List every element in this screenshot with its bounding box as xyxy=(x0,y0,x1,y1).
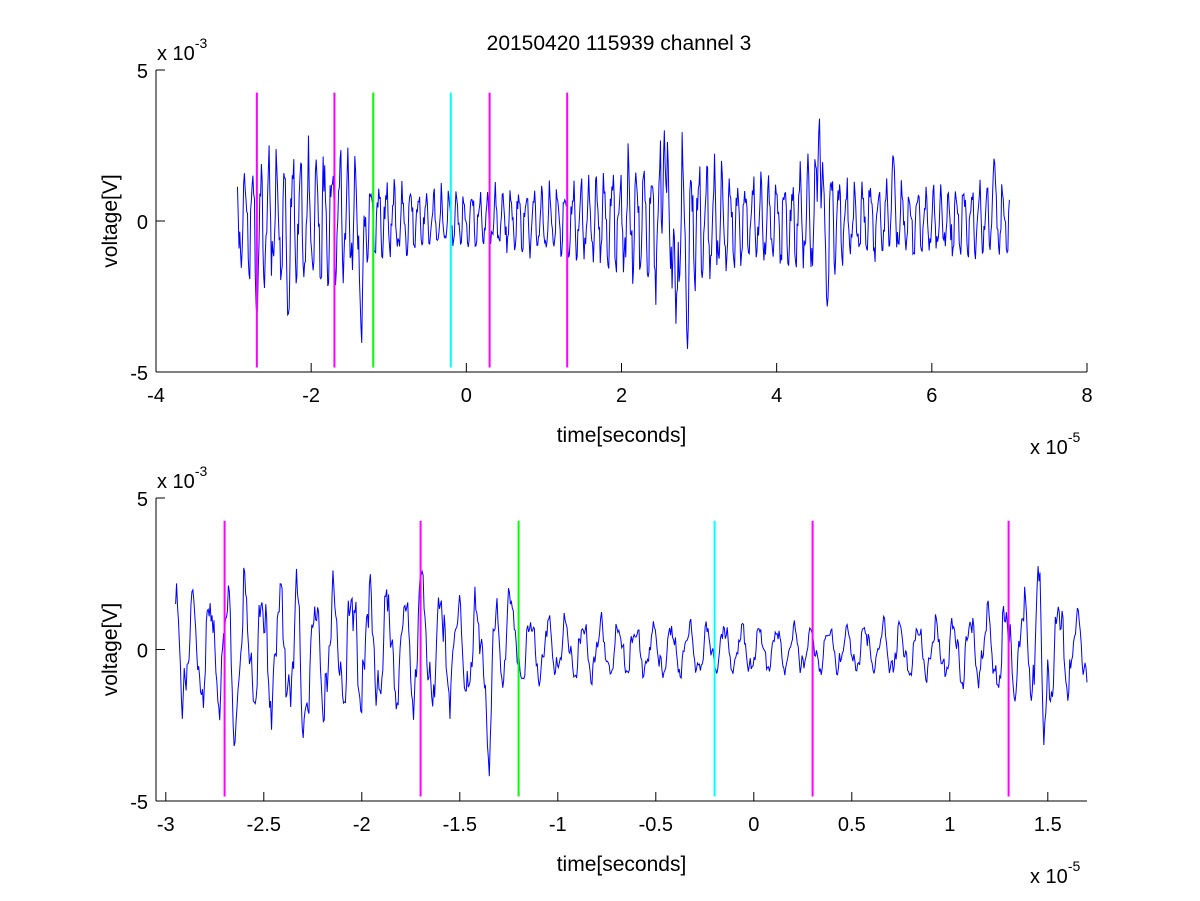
y-tick-label: 5 xyxy=(137,489,148,511)
y-exponent-label: x 10-3 xyxy=(157,35,207,65)
x-tick-label: -1.5 xyxy=(443,814,477,836)
y-tick-label: 0 xyxy=(137,641,148,663)
y-exponent-power: -3 xyxy=(195,463,208,479)
top-panel: -4 -2 0 2 4 6 8 -5 0 5 time[seconds] voltage[V] x 10… xyxy=(99,35,1093,459)
voltage-trace xyxy=(236,118,1010,349)
x-tick-label: 0 xyxy=(461,385,472,407)
x-axis-label: time[seconds] xyxy=(557,853,687,876)
y-exponent-base: x 10 xyxy=(157,471,195,493)
x-tick-label: 1.5 xyxy=(1034,814,1062,836)
x-exponent-power: -5 xyxy=(1068,858,1081,874)
y-tick-label: 0 xyxy=(137,212,148,234)
y-axis-label: voltage[V] xyxy=(99,174,122,267)
x-tick-label: 0 xyxy=(748,814,759,836)
x-exponent-base: x 10 xyxy=(1030,866,1068,888)
x-tick-label: -1 xyxy=(549,814,567,836)
x-tick-label: 1 xyxy=(944,814,955,836)
figure-title: 20150420 115939 channel 3 xyxy=(487,32,752,55)
x-tick-label: 6 xyxy=(926,385,937,407)
x-tick-label: -2.5 xyxy=(247,814,281,836)
x-tick-label: -3 xyxy=(157,814,175,836)
y-axis-label: voltage[V] xyxy=(99,603,122,696)
x-exponent-power: -5 xyxy=(1068,429,1081,445)
y-exponent-label: x 10-3 xyxy=(157,463,207,493)
x-tick-label: -0.5 xyxy=(639,814,673,836)
x-tick-label: 0.5 xyxy=(838,814,866,836)
y-tick-label: 5 xyxy=(137,61,148,83)
x-exponent-label: x 10-5 xyxy=(1030,429,1080,459)
y-tick-label: -5 xyxy=(130,363,148,385)
x-tick-label: 2 xyxy=(616,385,627,407)
x-tick-label: -2 xyxy=(302,385,320,407)
voltage-trace xyxy=(175,566,1088,777)
bottom-panel: -3 -2.5 -2 -1.5 -1 -0.5 0 0.5 1 1.5 -5 0 5 time[secon… xyxy=(99,463,1088,888)
x-tick-label: 4 xyxy=(771,385,782,407)
y-exponent-base: x 10 xyxy=(157,43,195,65)
x-tick-label: -4 xyxy=(147,385,165,407)
x-tick-label: 8 xyxy=(1081,385,1092,407)
x-exponent-base: x 10 xyxy=(1030,437,1068,459)
x-exponent-label: x 10-5 xyxy=(1030,858,1080,888)
x-axis-label: time[seconds] xyxy=(557,424,687,447)
y-tick-label: -5 xyxy=(130,792,148,814)
y-exponent-power: -3 xyxy=(195,35,208,51)
x-tick-label: -2 xyxy=(353,814,371,836)
